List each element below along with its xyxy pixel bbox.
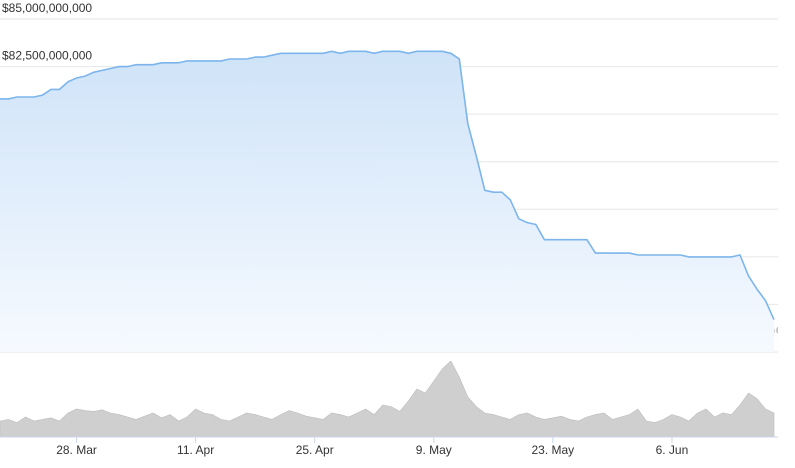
x-tick-label: 11. Apr <box>177 443 214 457</box>
y-tick-label: $82,500,000,000 <box>2 49 92 63</box>
x-tick-label: 28. Mar <box>56 443 97 457</box>
x-tick-label: 25. Apr <box>296 443 334 457</box>
x-tick-label: 6. Jun <box>656 443 689 457</box>
volume-area <box>0 360 775 438</box>
x-tick-label: 23. May <box>532 443 575 457</box>
y-tick-label: $85,000,000,000 <box>2 1 92 15</box>
line <box>0 50 775 321</box>
x-tick-label: 9. May <box>416 443 452 457</box>
area-fill <box>0 51 774 353</box>
